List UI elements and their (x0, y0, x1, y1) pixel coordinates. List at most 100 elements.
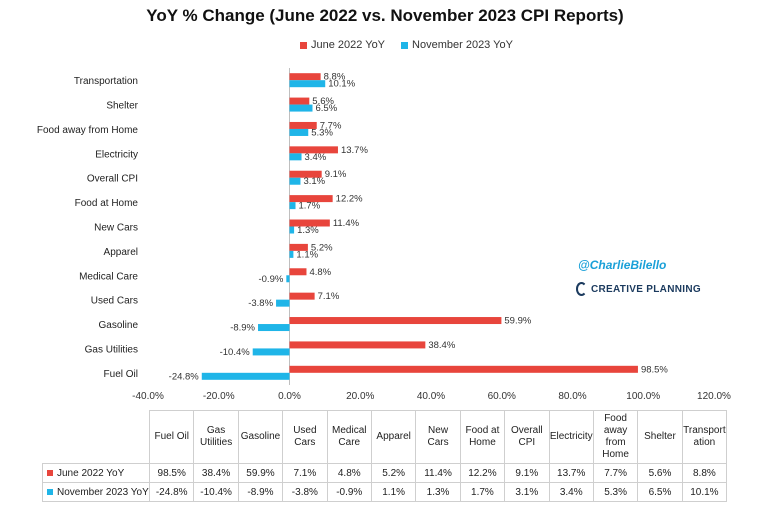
table-cell: 10.1% (681, 482, 728, 502)
category-label-new-cars: New Cars (94, 223, 138, 234)
legend-swatch-june-2022 (300, 41, 307, 49)
data-label-november-2023-used-cars: -3.8% (248, 298, 273, 309)
bar-november-2023-gasoline (258, 324, 290, 332)
table-cell: 5.6% (637, 463, 683, 483)
data-label-november-2023-medical-care: -0.9% (258, 274, 283, 285)
bar-november-2023-shelter (289, 104, 313, 112)
legend-swatch-november-2023 (401, 41, 409, 49)
category-label-shelter: Shelter (106, 101, 138, 112)
table-cell: 7.1% (282, 463, 328, 483)
creative-planning-logo: CREATIVE PLANNING (576, 282, 701, 296)
chart-title: YoY % Change (June 2022 vs. November 202… (146, 6, 624, 25)
data-label-june-2022-new-cars: 11.4% (333, 218, 360, 229)
bar-june-2022-shelter (289, 97, 310, 105)
bar-june-2022-overall-cpi (289, 170, 322, 178)
table-row-label: November 2023 YoY (42, 482, 150, 502)
table-cell: 1.3% (415, 482, 461, 502)
data-label-june-2022-gasoline: 59.9% (504, 316, 531, 327)
data-label-november-2023-overall-cpi: 3.1% (303, 176, 325, 187)
bar-november-2023-new-cars (289, 226, 295, 234)
data-label-november-2023-food-away-from-home: 5.3% (311, 127, 333, 138)
data-label-june-2022-overall-cpi: 9.1% (325, 169, 347, 180)
x-tick-label: -40.0% (132, 391, 164, 402)
bar-june-2022-apparel (289, 243, 308, 251)
category-label-food-away-from-home: Food away from Home (37, 125, 139, 136)
table-row: November 2023 YoY -24.8% -10.4% -8.9% -3.8% -… (42, 482, 728, 502)
table-cell: 98.5% (148, 463, 195, 483)
table-row-swatch (47, 469, 53, 476)
table-column-header: Electricity (548, 410, 594, 464)
category-label-transportation: Transportation (74, 76, 138, 87)
bar-june-2022-transportation (289, 73, 321, 81)
bar-november-2023-food-away-from-home (289, 128, 309, 136)
table-cell: 4.8% (326, 463, 372, 483)
data-table: Fuel Oil Gas Utilities Gasoline Used Cars Me… (42, 410, 728, 502)
data-label-june-2022-fuel-oil: 98.5% (641, 364, 668, 375)
category-label-gas-utilities: Gas Utilities (85, 344, 138, 355)
data-label-november-2023-new-cars: 1.3% (297, 225, 319, 236)
bar-june-2022-new-cars (289, 219, 330, 227)
table-cell: 3.4% (548, 482, 594, 502)
bar-june-2022-fuel-oil (289, 365, 638, 373)
data-label-november-2023-gas-utilities: -10.4% (220, 347, 251, 358)
data-label-june-2022-apparel: 5.2% (311, 242, 333, 253)
table-row-label-text: June 2022 YoY (57, 467, 125, 479)
table-column-header: Gas Utilities (193, 410, 239, 464)
category-label-food-at-home: Food at Home (75, 198, 139, 209)
category-label-medical-care: Medical Care (79, 271, 138, 282)
table-cell: -24.8% (148, 482, 195, 502)
table-cell: 12.2% (459, 463, 506, 483)
table-cell: 5.2% (370, 463, 417, 483)
category-label-electricity: Electricity (95, 149, 138, 160)
table-column-header: Apparel (370, 410, 417, 464)
category-label-apparel: Apparel (104, 247, 138, 258)
legend-label-june-2022: June 2022 YoY (311, 39, 386, 51)
bar-november-2023-fuel-oil (201, 372, 290, 380)
table-cell: -10.4% (193, 482, 239, 502)
table-column-header: New Cars (415, 410, 461, 464)
table-cell: 6.5% (637, 482, 683, 502)
table-corner-cell (42, 410, 150, 464)
data-label-november-2023-fuel-oil: -24.8% (169, 371, 200, 382)
category-label-used-cars: Used Cars (91, 296, 138, 307)
bar-june-2022-gas-utilities (289, 341, 426, 349)
table-cell: 59.9% (237, 463, 284, 483)
bar-june-2022-food-away-from-home (289, 121, 317, 129)
table-row-label: June 2022 YoY (42, 463, 150, 483)
table-column-header: Used Cars (282, 410, 328, 464)
bar-chart-plot: Transportation 8.8%10.1% Shelter 5.6%6.5% Fo… (37, 68, 731, 402)
data-label-june-2022-food-away-from-home: 7.7% (320, 120, 342, 131)
data-label-november-2023-gasoline: -8.9% (230, 323, 255, 334)
table-cell: 13.7% (548, 463, 594, 483)
x-tick-label: 80.0% (558, 391, 586, 402)
table-row-label-text: November 2023 YoY (57, 486, 149, 498)
creative-planning-logo-text: CREATIVE PLANNING (591, 283, 701, 295)
table-column-header: Food away from Home (592, 410, 639, 464)
table-cell: 38.4% (193, 463, 239, 483)
bar-november-2023-gas-utilities (252, 348, 290, 356)
author-handle: @CharlieBilello (578, 258, 667, 272)
table-cell: 1.1% (370, 482, 417, 502)
table-column-header: Gasoline (237, 410, 284, 464)
x-tick-label: 100.0% (626, 391, 660, 402)
bar-november-2023-food-at-home (289, 202, 296, 210)
data-label-november-2023-shelter: 6.5% (315, 103, 337, 114)
table-cell: -3.8% (282, 482, 328, 502)
table-header-row: Fuel Oil Gas Utilities Gasoline Used Cars Me… (42, 410, 728, 464)
x-tick-label: -20.0% (203, 391, 235, 402)
table-cell: 5.3% (592, 482, 639, 502)
bar-november-2023-electricity (289, 153, 302, 161)
bar-november-2023-used-cars (276, 299, 290, 307)
data-label-june-2022-transportation: 8.8% (324, 72, 346, 83)
legend-item-june-2022: June 2022 YoY (300, 39, 385, 51)
data-label-november-2023-electricity: 3.4% (305, 152, 327, 163)
data-label-june-2022-medical-care: 4.8% (309, 267, 331, 278)
table-column-header: Medical Care (326, 410, 372, 464)
table-column-header: Fuel Oil (148, 410, 195, 464)
table-cell: 8.8% (681, 463, 728, 483)
data-label-november-2023-transportation: 10.1% (328, 79, 355, 90)
bar-november-2023-transportation (289, 80, 326, 88)
bar-june-2022-gasoline (289, 317, 502, 325)
table-cell: 1.7% (459, 482, 506, 502)
table-cell: 11.4% (415, 463, 461, 483)
